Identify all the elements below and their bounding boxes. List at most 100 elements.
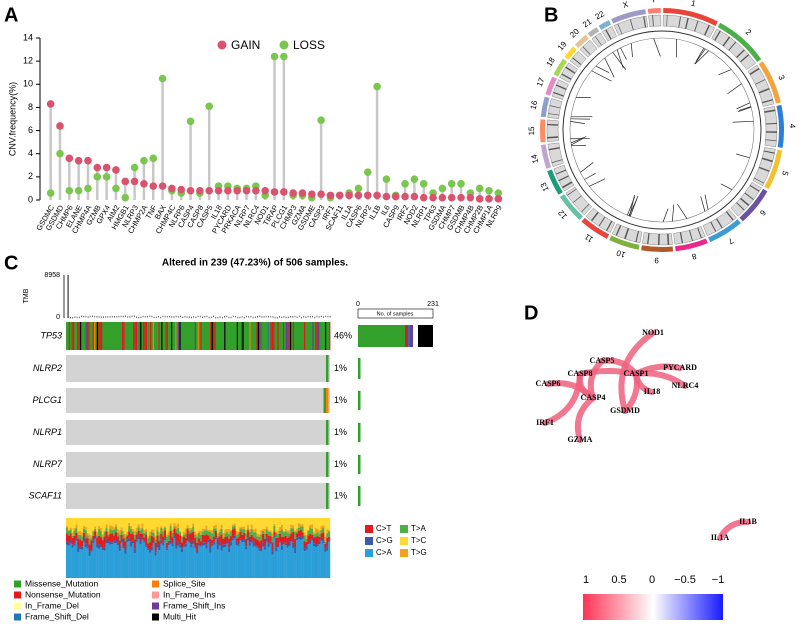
tmb-bar xyxy=(67,275,69,318)
tmb-bar xyxy=(252,316,254,319)
titv-segment xyxy=(162,531,165,537)
chromosome-label: 13 xyxy=(538,180,550,192)
tmb-bar xyxy=(147,315,148,318)
titv-segment xyxy=(252,529,255,533)
ideogram xyxy=(702,208,737,236)
titv-segment xyxy=(301,535,304,539)
titv-segment xyxy=(71,518,74,533)
point xyxy=(186,186,195,195)
titv-segment xyxy=(209,529,212,532)
point xyxy=(317,116,325,124)
titv-segment xyxy=(228,547,231,553)
titv-segment xyxy=(296,528,299,532)
titv-segment xyxy=(230,545,233,578)
titv-segment xyxy=(171,532,174,538)
point xyxy=(121,193,130,202)
titv-segment xyxy=(248,536,251,543)
titv-segment xyxy=(137,539,140,578)
titv-segment xyxy=(192,518,195,524)
titv-segment xyxy=(203,518,206,529)
tmb-bar xyxy=(294,315,296,318)
gene-link xyxy=(671,204,675,222)
titv-segment xyxy=(173,528,176,536)
titv-segment xyxy=(143,537,146,542)
titv-segment xyxy=(290,518,293,525)
point xyxy=(74,186,83,195)
titv-segment xyxy=(211,518,214,531)
titv-segment xyxy=(98,535,101,545)
titv-segment xyxy=(152,540,155,544)
point xyxy=(345,191,353,200)
samples-tick-label: 231 xyxy=(427,301,439,308)
point xyxy=(363,191,372,200)
ideogram xyxy=(613,15,648,36)
tmb-bar xyxy=(283,316,285,318)
titv-segment xyxy=(230,541,233,546)
chromosome-arc xyxy=(776,104,784,148)
titv-segment xyxy=(118,534,121,541)
titv-segment xyxy=(241,518,244,527)
titv-segment xyxy=(279,518,282,527)
titv-segment xyxy=(67,545,70,578)
titv-segment xyxy=(73,530,76,536)
gene-link xyxy=(738,106,752,113)
titv-segment xyxy=(190,547,193,578)
titv-segment xyxy=(194,546,197,548)
tmb-bar xyxy=(158,315,159,318)
band xyxy=(590,211,599,222)
titv-segment xyxy=(84,518,87,527)
titv-segment xyxy=(314,518,317,528)
titv-segment xyxy=(164,518,167,527)
point xyxy=(74,156,83,165)
tmb-bar xyxy=(171,316,173,318)
gene-name: NLRP1 xyxy=(33,427,62,437)
titv-segment xyxy=(92,531,95,536)
inner-ring xyxy=(569,37,755,223)
titv-segment xyxy=(313,546,316,578)
titv-segment xyxy=(194,531,197,535)
titv-segment xyxy=(282,532,285,537)
titv-segment xyxy=(241,529,244,535)
titv-segment xyxy=(277,533,280,538)
tmb-bar xyxy=(162,315,164,318)
point xyxy=(130,163,139,172)
titv-segment xyxy=(115,532,118,540)
titv-segment xyxy=(177,534,180,543)
mutation xyxy=(323,388,326,413)
titv-segment xyxy=(86,546,89,549)
titv-segment xyxy=(126,536,129,540)
gene-link xyxy=(570,136,587,144)
legend-swatch xyxy=(14,613,21,621)
titv-segment xyxy=(224,533,227,538)
titv-segment xyxy=(262,518,265,529)
mutation xyxy=(143,322,145,350)
titv-segment xyxy=(141,539,144,578)
point xyxy=(168,184,176,193)
inner-ring xyxy=(562,30,762,230)
legend-swatch xyxy=(14,591,21,599)
titv-segment xyxy=(122,518,125,531)
gene-link xyxy=(630,43,633,58)
tmb-bar xyxy=(186,316,188,318)
titv-segment xyxy=(216,536,219,539)
mutation xyxy=(318,322,320,350)
titv-segment xyxy=(84,546,87,578)
titv-segment xyxy=(88,544,91,552)
titv-segment xyxy=(120,538,123,543)
titv-segment xyxy=(181,548,184,553)
titv-segment xyxy=(154,518,157,536)
titv-segment xyxy=(130,533,133,542)
sample-bar xyxy=(418,325,433,347)
titv-segment xyxy=(309,527,312,534)
band xyxy=(722,36,731,47)
titv-segment xyxy=(96,531,99,536)
legend-label: C>G xyxy=(376,536,393,545)
tmb-bar xyxy=(274,316,276,319)
network-node: IL18 xyxy=(644,387,660,396)
titv-segment xyxy=(118,548,121,551)
titv-segment xyxy=(203,545,206,578)
titv-segment xyxy=(275,547,278,551)
titv-segment xyxy=(311,518,314,525)
titv-segment xyxy=(320,518,323,527)
chromosome-label: 6 xyxy=(758,208,768,218)
